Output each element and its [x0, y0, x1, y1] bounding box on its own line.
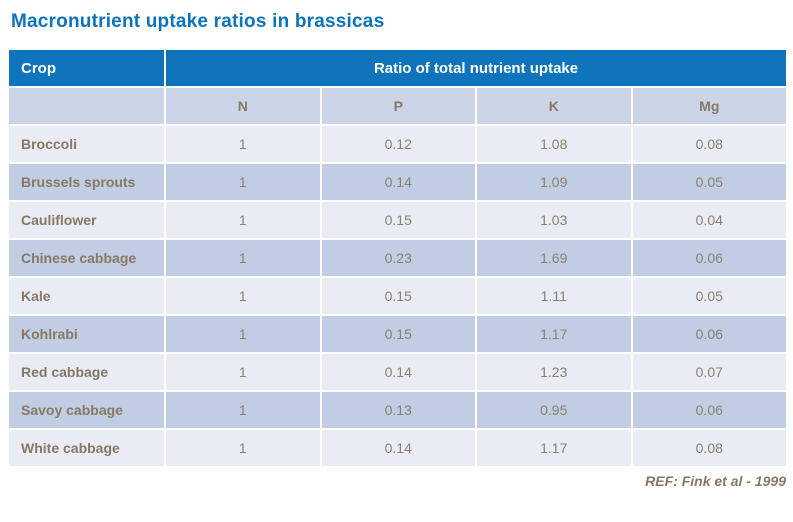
- column-header-p: P: [319, 86, 477, 126]
- crop-name-cell: Broccoli: [7, 124, 166, 164]
- value-cell: 1.11: [475, 276, 633, 316]
- value-cell: 0.06: [630, 390, 789, 430]
- crop-name-cell: Brussels sprouts: [7, 162, 166, 202]
- table-row: Chinese cabbage 1 0.23 1.69 0.06: [7, 238, 789, 278]
- nutrient-uptake-table: Crop Ratio of total nutrient uptake N P …: [7, 48, 789, 468]
- value-cell: 1: [164, 314, 322, 354]
- empty-header-cell: [7, 86, 166, 126]
- value-cell: 0.14: [319, 162, 477, 202]
- table-row: Cauliflower 1 0.15 1.03 0.04: [7, 200, 789, 240]
- value-cell: 0.08: [630, 428, 789, 468]
- value-cell: 0.14: [319, 428, 477, 468]
- page-title: Macronutrient uptake ratios in brassicas: [11, 11, 385, 32]
- value-cell: 0.15: [319, 276, 477, 316]
- value-cell: 1: [164, 276, 322, 316]
- crop-name-cell: Chinese cabbage: [7, 238, 166, 278]
- value-cell: 0.06: [630, 314, 789, 354]
- table-row: Kohlrabi 1 0.15 1.17 0.06: [7, 314, 789, 354]
- reference-note: REF: Fink et al - 1999: [645, 473, 786, 489]
- table-row: Red cabbage 1 0.14 1.23 0.07: [7, 352, 789, 392]
- value-cell: 0.15: [319, 200, 477, 240]
- value-cell: 1.17: [475, 428, 633, 468]
- crop-name-cell: Savoy cabbage: [7, 390, 166, 430]
- value-cell: 0.07: [630, 352, 789, 392]
- value-cell: 1: [164, 352, 322, 392]
- value-cell: 1: [164, 238, 322, 278]
- value-cell: 1: [164, 124, 322, 164]
- crop-name-cell: Kale: [7, 276, 166, 316]
- value-cell: 1.09: [475, 162, 633, 202]
- column-header-k: K: [475, 86, 633, 126]
- value-cell: 1.17: [475, 314, 633, 354]
- table-row: Savoy cabbage 1 0.13 0.95 0.06: [7, 390, 789, 430]
- value-cell: 0.23: [319, 238, 477, 278]
- nutrient-header-row: N P K Mg: [7, 86, 789, 126]
- value-cell: 0.95: [475, 390, 633, 430]
- value-cell: 0.05: [630, 162, 789, 202]
- value-cell: 1.03: [475, 200, 633, 240]
- value-cell: 1.08: [475, 124, 633, 164]
- column-header-ratio: Ratio of total nutrient uptake: [163, 48, 789, 88]
- table-row: White cabbage 1 0.14 1.17 0.08: [7, 428, 789, 468]
- value-cell: 1: [164, 390, 322, 430]
- value-cell: 1: [164, 200, 322, 240]
- crop-name-cell: White cabbage: [7, 428, 166, 468]
- value-cell: 0.15: [319, 314, 477, 354]
- table-body: Broccoli 1 0.12 1.08 0.08 Brussels sprouts 1 0.…: [7, 124, 789, 468]
- crop-name-cell: Red cabbage: [7, 352, 166, 392]
- value-cell: 0.13: [319, 390, 477, 430]
- value-cell: 1.69: [475, 238, 633, 278]
- value-cell: 0.08: [630, 124, 789, 164]
- value-cell: 0.04: [630, 200, 789, 240]
- table-row: Brussels sprouts 1 0.14 1.09 0.05: [7, 162, 789, 202]
- value-cell: 1.23: [475, 352, 633, 392]
- value-cell: 0.06: [630, 238, 789, 278]
- column-header-n: N: [164, 86, 322, 126]
- crop-name-cell: Cauliflower: [7, 200, 166, 240]
- value-cell: 0.14: [319, 352, 477, 392]
- column-header-crop: Crop: [7, 48, 166, 88]
- crop-name-cell: Kohlrabi: [7, 314, 166, 354]
- table-row: Broccoli 1 0.12 1.08 0.08: [7, 124, 789, 164]
- value-cell: 0.12: [319, 124, 477, 164]
- value-cell: 1: [164, 162, 322, 202]
- value-cell: 1: [164, 428, 322, 468]
- column-header-mg: Mg: [630, 86, 789, 126]
- table-row: Kale 1 0.15 1.11 0.05: [7, 276, 789, 316]
- value-cell: 0.05: [630, 276, 789, 316]
- table-header-row: Crop Ratio of total nutrient uptake: [7, 48, 789, 88]
